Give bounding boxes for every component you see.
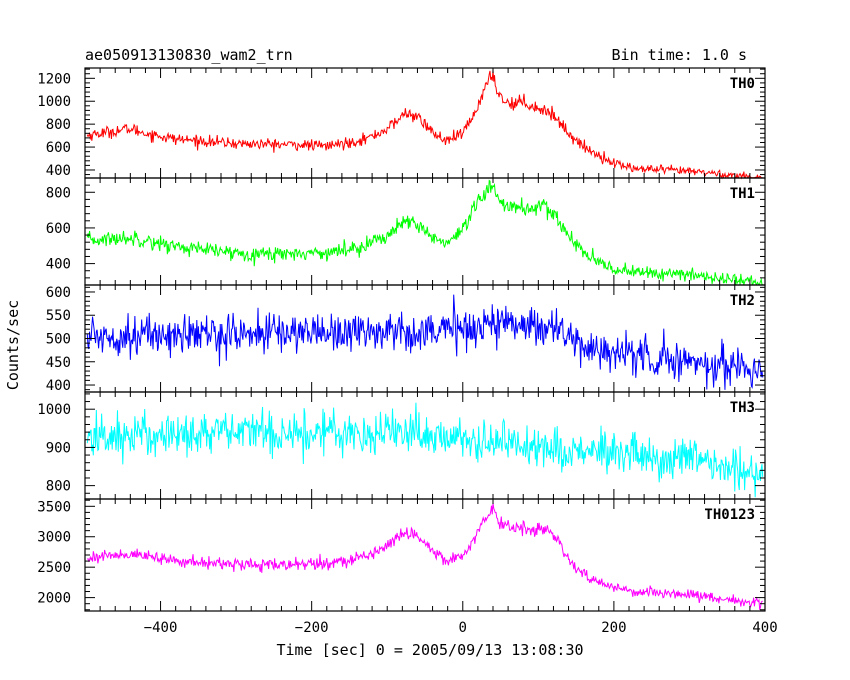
x-tick-label: 400 bbox=[752, 620, 777, 636]
y-tick-label: 3000 bbox=[37, 530, 71, 546]
y-tick-label: 800 bbox=[46, 185, 71, 201]
y-tick-label: 600 bbox=[46, 140, 71, 156]
chart-title: ae050913130830_wam2_trn bbox=[85, 46, 293, 64]
y-tick-label: 500 bbox=[46, 332, 71, 348]
y-tick-label: 2000 bbox=[37, 591, 71, 607]
series-line-th1 bbox=[86, 179, 763, 286]
series-line-th3 bbox=[86, 402, 764, 498]
panel-th3: TH3 800 900 1000 bbox=[37, 391, 766, 500]
x-tick-label: −400 bbox=[144, 620, 178, 636]
y-tick-label: 800 bbox=[46, 117, 71, 133]
y-axis-label: Counts/sec bbox=[4, 300, 22, 390]
panel-label: TH1 bbox=[730, 186, 755, 202]
panel-label: TH3 bbox=[730, 400, 755, 416]
y-tick-label: 400 bbox=[46, 163, 71, 179]
y-tick-label: 2500 bbox=[37, 560, 71, 576]
series-line-th0 bbox=[86, 69, 763, 180]
y-tick-label: 450 bbox=[46, 355, 71, 371]
panel-frame bbox=[84, 177, 766, 286]
y-tick-label: 550 bbox=[46, 308, 71, 324]
y-tick-label: 1000 bbox=[37, 94, 71, 110]
series-line-th0123 bbox=[87, 502, 763, 610]
panel-th0123: TH0123 2000 2500 3000 3500 bbox=[37, 498, 766, 612]
series-line-th2 bbox=[86, 294, 764, 390]
y-tick-label: 900 bbox=[46, 440, 71, 456]
panels-group: TH0 400 600 800 1000 1200 TH1 400 600 800 TH2 400 45… bbox=[37, 67, 778, 636]
panel-frame bbox=[84, 498, 766, 612]
y-tick-label: 600 bbox=[46, 221, 71, 237]
panel-th2: TH2 400 450 500 550 600 bbox=[46, 284, 766, 394]
y-tick-label: 1200 bbox=[37, 71, 71, 87]
x-tick-label: −200 bbox=[295, 620, 329, 636]
y-tick-label: 400 bbox=[46, 257, 71, 273]
y-tick-label: 1000 bbox=[37, 402, 71, 418]
y-tick-label: 400 bbox=[46, 378, 71, 394]
x-tick-label: 0 bbox=[459, 620, 467, 636]
panel-th1: TH1 400 600 800 bbox=[46, 177, 766, 286]
y-tick-label: 800 bbox=[46, 479, 71, 495]
panel-th0: TH0 400 600 800 1000 1200 bbox=[37, 67, 766, 180]
y-tick-label: 600 bbox=[46, 285, 71, 301]
panel-label: TH0123 bbox=[704, 507, 755, 523]
x-axis-label: Time [sec] 0 = 2005/09/13 13:08:30 bbox=[276, 641, 583, 659]
panel-label: TH0 bbox=[730, 76, 755, 92]
panel-label: TH2 bbox=[730, 293, 755, 309]
x-tick-label: 200 bbox=[601, 620, 626, 636]
y-tick-label: 3500 bbox=[37, 499, 71, 515]
bin-time-label: Bin time: 1.0 s bbox=[612, 46, 747, 64]
